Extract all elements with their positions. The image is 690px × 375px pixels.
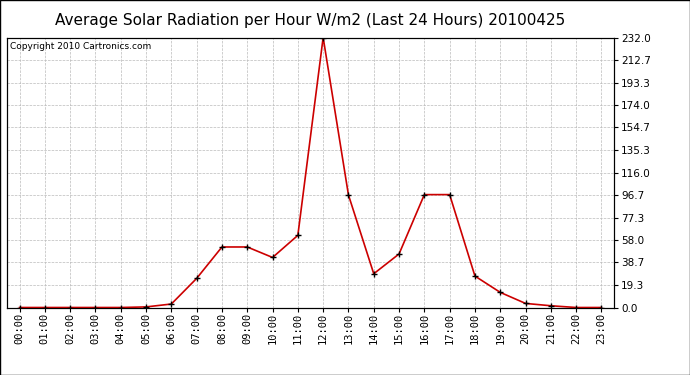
Text: Average Solar Radiation per Hour W/m2 (Last 24 Hours) 20100425: Average Solar Radiation per Hour W/m2 (L… <box>55 13 566 28</box>
Text: Copyright 2010 Cartronics.com: Copyright 2010 Cartronics.com <box>10 42 151 51</box>
